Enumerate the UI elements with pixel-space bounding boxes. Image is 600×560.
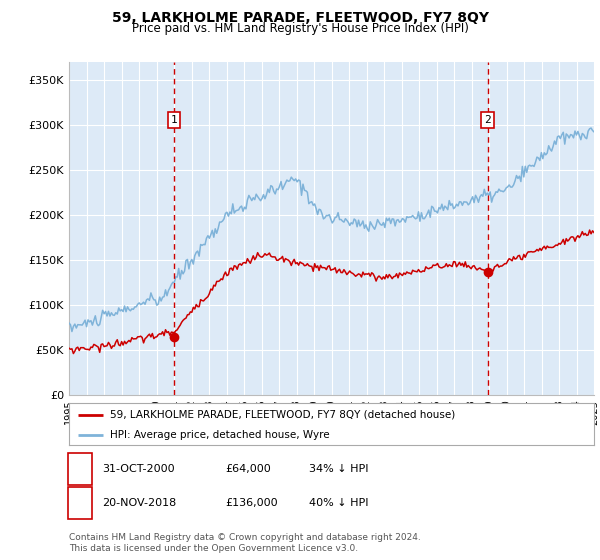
Text: 2: 2 — [77, 498, 84, 507]
Text: 2: 2 — [484, 115, 491, 125]
Text: 1: 1 — [170, 115, 178, 125]
Text: HPI: Average price, detached house, Wyre: HPI: Average price, detached house, Wyre — [110, 430, 329, 440]
Text: 1: 1 — [77, 464, 84, 474]
Text: 40% ↓ HPI: 40% ↓ HPI — [309, 498, 368, 507]
Text: 31-OCT-2000: 31-OCT-2000 — [102, 464, 175, 474]
Text: Contains HM Land Registry data © Crown copyright and database right 2024.
This d: Contains HM Land Registry data © Crown c… — [69, 533, 421, 553]
Text: 59, LARKHOLME PARADE, FLEETWOOD, FY7 8QY: 59, LARKHOLME PARADE, FLEETWOOD, FY7 8QY — [112, 11, 488, 25]
Text: 59, LARKHOLME PARADE, FLEETWOOD, FY7 8QY (detached house): 59, LARKHOLME PARADE, FLEETWOOD, FY7 8QY… — [110, 410, 455, 420]
Text: £64,000: £64,000 — [225, 464, 271, 474]
Text: 20-NOV-2018: 20-NOV-2018 — [102, 498, 176, 507]
Text: 34% ↓ HPI: 34% ↓ HPI — [309, 464, 368, 474]
Text: £136,000: £136,000 — [225, 498, 278, 507]
Text: Price paid vs. HM Land Registry's House Price Index (HPI): Price paid vs. HM Land Registry's House … — [131, 22, 469, 35]
